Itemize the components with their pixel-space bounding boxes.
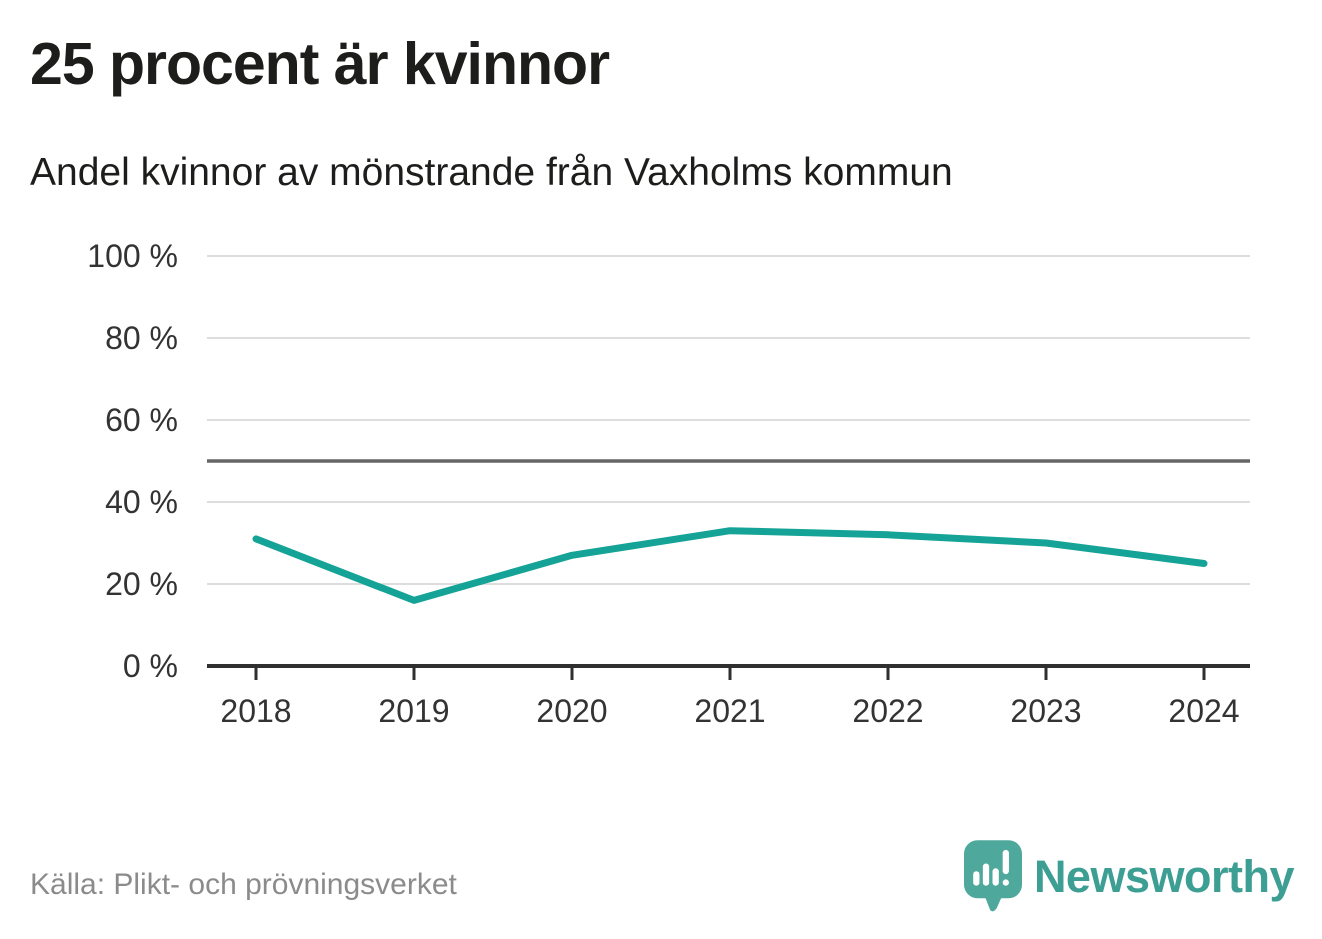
exclamation-bar <box>1002 849 1009 875</box>
x-tick-label: 2023 <box>1010 693 1081 729</box>
bar-chart-bar-2 <box>982 863 990 886</box>
x-tick-label: 2020 <box>536 693 607 729</box>
y-tick-label: 60 % <box>105 402 178 438</box>
chart-subtitle: Andel kvinnor av mönstrande från Vaxholm… <box>30 151 953 194</box>
data-line-andel-kvinnor <box>252 527 1208 604</box>
bar-chart-bar-1 <box>973 871 980 886</box>
y-tick-label: 40 % <box>105 484 178 520</box>
newsworthy-logo-icon <box>963 840 1022 912</box>
newsworthy-wordmark: Newsworthy <box>1033 851 1295 902</box>
bar-chart-bar-3 <box>992 868 999 886</box>
chart-title: 25 procent är kvinnor <box>30 31 610 97</box>
source-note: Källa: Plikt- och prövningsverket <box>30 868 457 901</box>
x-tick-label: 2024 <box>1168 693 1239 729</box>
y-tick-label: 80 % <box>105 320 178 356</box>
exclamation-dot <box>1002 879 1009 886</box>
newsworthy-logo: Newsworthy <box>963 840 1295 914</box>
x-tick-label: 2018 <box>220 693 291 729</box>
y-tick-label: 0 % <box>123 648 178 684</box>
y-tick-label: 20 % <box>105 566 178 602</box>
x-tick-label: 2019 <box>378 693 449 729</box>
x-tick-label: 2021 <box>694 693 765 729</box>
y-tick-label: 100 % <box>87 238 178 274</box>
speech-bubble-tail <box>983 892 1004 912</box>
x-tick-label: 2022 <box>852 693 923 729</box>
